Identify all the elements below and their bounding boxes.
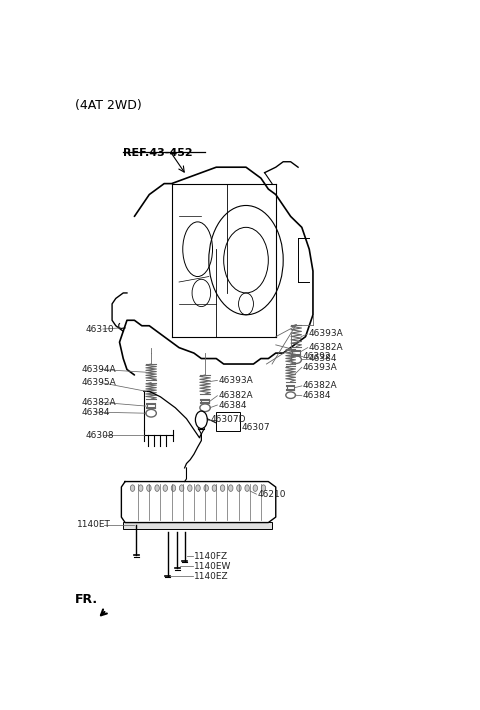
Bar (123, 522, 272, 529)
Text: 46393A: 46393A (218, 376, 253, 385)
Text: FR.: FR. (75, 593, 98, 606)
Circle shape (245, 485, 249, 491)
Text: 46384: 46384 (302, 391, 331, 400)
Circle shape (220, 485, 225, 491)
Circle shape (147, 485, 151, 491)
Text: 46382A: 46382A (302, 381, 337, 391)
Circle shape (196, 485, 200, 491)
Text: 46384: 46384 (82, 408, 110, 417)
Text: 1140EZ: 1140EZ (194, 572, 228, 581)
Text: 1140FZ: 1140FZ (194, 552, 228, 561)
Text: 46393A: 46393A (309, 329, 343, 339)
Text: 1140ET: 1140ET (77, 520, 110, 529)
Circle shape (228, 485, 233, 491)
Circle shape (180, 485, 184, 491)
Text: (4AT 2WD): (4AT 2WD) (75, 99, 142, 112)
Text: 46395A: 46395A (82, 378, 116, 387)
Text: 46394A: 46394A (82, 365, 116, 374)
Text: 46308: 46308 (86, 430, 115, 439)
Circle shape (130, 485, 135, 491)
Text: 46384: 46384 (218, 400, 247, 410)
Circle shape (253, 485, 258, 491)
Circle shape (139, 485, 143, 491)
Text: 46307: 46307 (241, 423, 270, 432)
Text: 46392: 46392 (302, 352, 331, 361)
Text: 46210: 46210 (257, 490, 286, 498)
Circle shape (261, 485, 266, 491)
Text: 46382A: 46382A (82, 398, 116, 407)
Circle shape (163, 485, 168, 491)
Text: 1140EW: 1140EW (194, 562, 231, 571)
Text: 46384: 46384 (309, 354, 337, 363)
Text: 46307D: 46307D (211, 415, 246, 425)
Circle shape (188, 485, 192, 491)
Text: REF.43-452: REF.43-452 (123, 148, 193, 158)
Text: 46310: 46310 (86, 324, 115, 334)
Text: 46382A: 46382A (218, 391, 253, 400)
Circle shape (237, 485, 241, 491)
Circle shape (155, 485, 159, 491)
Text: 46393A: 46393A (302, 363, 337, 372)
Text: 46382A: 46382A (309, 343, 343, 352)
Circle shape (204, 485, 208, 491)
Circle shape (212, 485, 216, 491)
Circle shape (171, 485, 176, 491)
